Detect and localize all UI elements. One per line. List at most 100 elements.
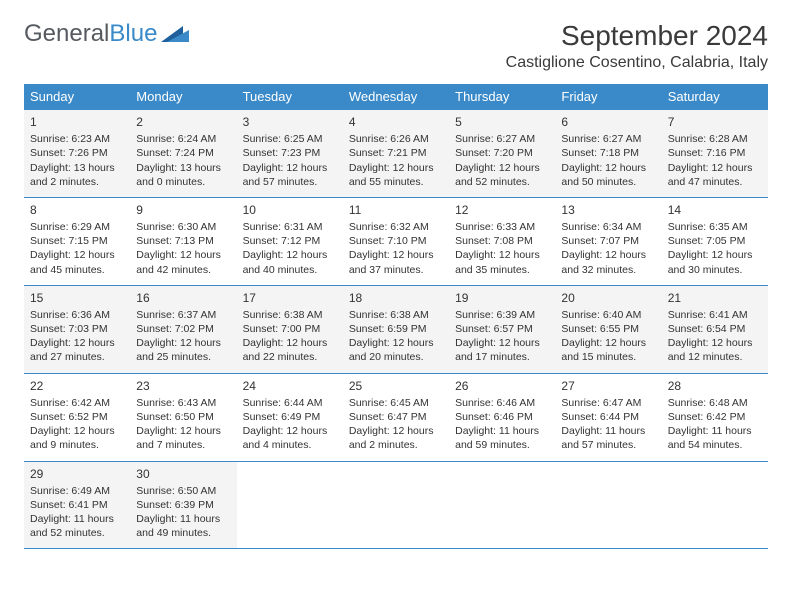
daylight-text: Daylight: 12 hours and 2 minutes. [349,424,443,452]
day-number: 9 [136,202,230,218]
daylight-text: Daylight: 13 hours and 2 minutes. [30,161,124,189]
day-header-row: Sunday Monday Tuesday Wednesday Thursday… [24,84,768,110]
logo: GeneralBlue [24,20,189,48]
sunset-text: Sunset: 7:15 PM [30,234,124,248]
sunset-text: Sunset: 7:16 PM [668,146,762,160]
day-number: 3 [243,114,337,130]
day-number: 22 [30,378,124,394]
day-header-tue: Tuesday [237,84,343,110]
sunrise-text: Sunrise: 6:25 AM [243,132,337,146]
logo-word1: General [24,20,109,47]
daylight-text: Daylight: 12 hours and 22 minutes. [243,336,337,364]
day-number: 15 [30,290,124,306]
title-block: September 2024 Castiglione Cosentino, Ca… [506,20,768,72]
logo-word2: Blue [109,20,157,47]
daylight-text: Daylight: 12 hours and 52 minutes. [455,161,549,189]
sunrise-text: Sunrise: 6:45 AM [349,396,443,410]
sunset-text: Sunset: 6:49 PM [243,410,337,424]
sunrise-text: Sunrise: 6:24 AM [136,132,230,146]
sunrise-text: Sunrise: 6:23 AM [30,132,124,146]
day-number: 2 [136,114,230,130]
sunrise-text: Sunrise: 6:44 AM [243,396,337,410]
day-number: 7 [668,114,762,130]
sunrise-text: Sunrise: 6:27 AM [455,132,549,146]
sunrise-text: Sunrise: 6:38 AM [243,308,337,322]
day-number: 13 [561,202,655,218]
day-header-fri: Friday [555,84,661,110]
sunrise-text: Sunrise: 6:31 AM [243,220,337,234]
day-cell [555,461,661,549]
sunset-text: Sunset: 7:24 PM [136,146,230,160]
day-cell: 19Sunrise: 6:39 AMSunset: 6:57 PMDayligh… [449,285,555,373]
week-row: 15Sunrise: 6:36 AMSunset: 7:03 PMDayligh… [24,285,768,373]
sunset-text: Sunset: 7:08 PM [455,234,549,248]
day-number: 18 [349,290,443,306]
sunset-text: Sunset: 7:07 PM [561,234,655,248]
sunrise-text: Sunrise: 6:42 AM [30,396,124,410]
daylight-text: Daylight: 12 hours and 32 minutes. [561,248,655,276]
sunset-text: Sunset: 6:39 PM [136,498,230,512]
day-cell: 27Sunrise: 6:47 AMSunset: 6:44 PMDayligh… [555,373,661,461]
week-row: 29Sunrise: 6:49 AMSunset: 6:41 PMDayligh… [24,461,768,549]
day-cell: 24Sunrise: 6:44 AMSunset: 6:49 PMDayligh… [237,373,343,461]
day-cell: 14Sunrise: 6:35 AMSunset: 7:05 PMDayligh… [662,197,768,285]
daylight-text: Daylight: 11 hours and 49 minutes. [136,512,230,540]
day-number: 20 [561,290,655,306]
sunset-text: Sunset: 6:55 PM [561,322,655,336]
day-number: 6 [561,114,655,130]
day-cell: 15Sunrise: 6:36 AMSunset: 7:03 PMDayligh… [24,285,130,373]
sunrise-text: Sunrise: 6:36 AM [30,308,124,322]
day-cell: 30Sunrise: 6:50 AMSunset: 6:39 PMDayligh… [130,461,236,549]
sunset-text: Sunset: 7:21 PM [349,146,443,160]
sunrise-text: Sunrise: 6:38 AM [349,308,443,322]
day-cell: 9 Sunrise: 6:30 AMSunset: 7:13 PMDaylight… [130,197,236,285]
day-number: 4 [349,114,443,130]
sunset-text: Sunset: 6:52 PM [30,410,124,424]
sunrise-text: Sunrise: 6:32 AM [349,220,443,234]
day-cell: 16Sunrise: 6:37 AMSunset: 7:02 PMDayligh… [130,285,236,373]
sunrise-text: Sunrise: 6:27 AM [561,132,655,146]
daylight-text: Daylight: 12 hours and 12 minutes. [668,336,762,364]
daylight-text: Daylight: 11 hours and 59 minutes. [455,424,549,452]
daylight-text: Daylight: 11 hours and 57 minutes. [561,424,655,452]
daylight-text: Daylight: 11 hours and 54 minutes. [668,424,762,452]
sunrise-text: Sunrise: 6:26 AM [349,132,443,146]
day-cell: 2Sunrise: 6:24 AMSunset: 7:24 PMDaylight… [130,110,236,198]
sunset-text: Sunset: 7:23 PM [243,146,337,160]
sunrise-text: Sunrise: 6:47 AM [561,396,655,410]
daylight-text: Daylight: 12 hours and 42 minutes. [136,248,230,276]
sunrise-text: Sunrise: 6:41 AM [668,308,762,322]
day-number: 27 [561,378,655,394]
sunrise-text: Sunrise: 6:30 AM [136,220,230,234]
sunset-text: Sunset: 6:57 PM [455,322,549,336]
sunset-text: Sunset: 7:26 PM [30,146,124,160]
daylight-text: Daylight: 12 hours and 15 minutes. [561,336,655,364]
day-number: 12 [455,202,549,218]
header: GeneralBlue September 2024 Castiglione C… [24,20,768,72]
day-header-mon: Monday [130,84,236,110]
day-number: 26 [455,378,549,394]
day-number: 1 [30,114,124,130]
sunset-text: Sunset: 7:18 PM [561,146,655,160]
day-cell [237,461,343,549]
week-row: 8Sunrise: 6:29 AMSunset: 7:15 PMDaylight… [24,197,768,285]
day-header-wed: Wednesday [343,84,449,110]
sunrise-text: Sunrise: 6:50 AM [136,484,230,498]
sunset-text: Sunset: 7:12 PM [243,234,337,248]
daylight-text: Daylight: 12 hours and 47 minutes. [668,161,762,189]
daylight-text: Daylight: 12 hours and 50 minutes. [561,161,655,189]
daylight-text: Daylight: 12 hours and 7 minutes. [136,424,230,452]
day-number: 11 [349,202,443,218]
daylight-text: Daylight: 12 hours and 20 minutes. [349,336,443,364]
sunrise-text: Sunrise: 6:29 AM [30,220,124,234]
daylight-text: Daylight: 12 hours and 27 minutes. [30,336,124,364]
day-cell: 11Sunrise: 6:32 AMSunset: 7:10 PMDayligh… [343,197,449,285]
day-number: 10 [243,202,337,218]
day-cell: 1 Sunrise: 6:23 AMSunset: 7:26 PMDaylight… [24,110,130,198]
sunset-text: Sunset: 7:13 PM [136,234,230,248]
day-cell [343,461,449,549]
daylight-text: Daylight: 12 hours and 25 minutes. [136,336,230,364]
daylight-text: Daylight: 11 hours and 52 minutes. [30,512,124,540]
week-row: 1Sunrise: 6:23 AMSunset: 7:26 PMDaylight… [24,110,768,198]
sunset-text: Sunset: 6:47 PM [349,410,443,424]
